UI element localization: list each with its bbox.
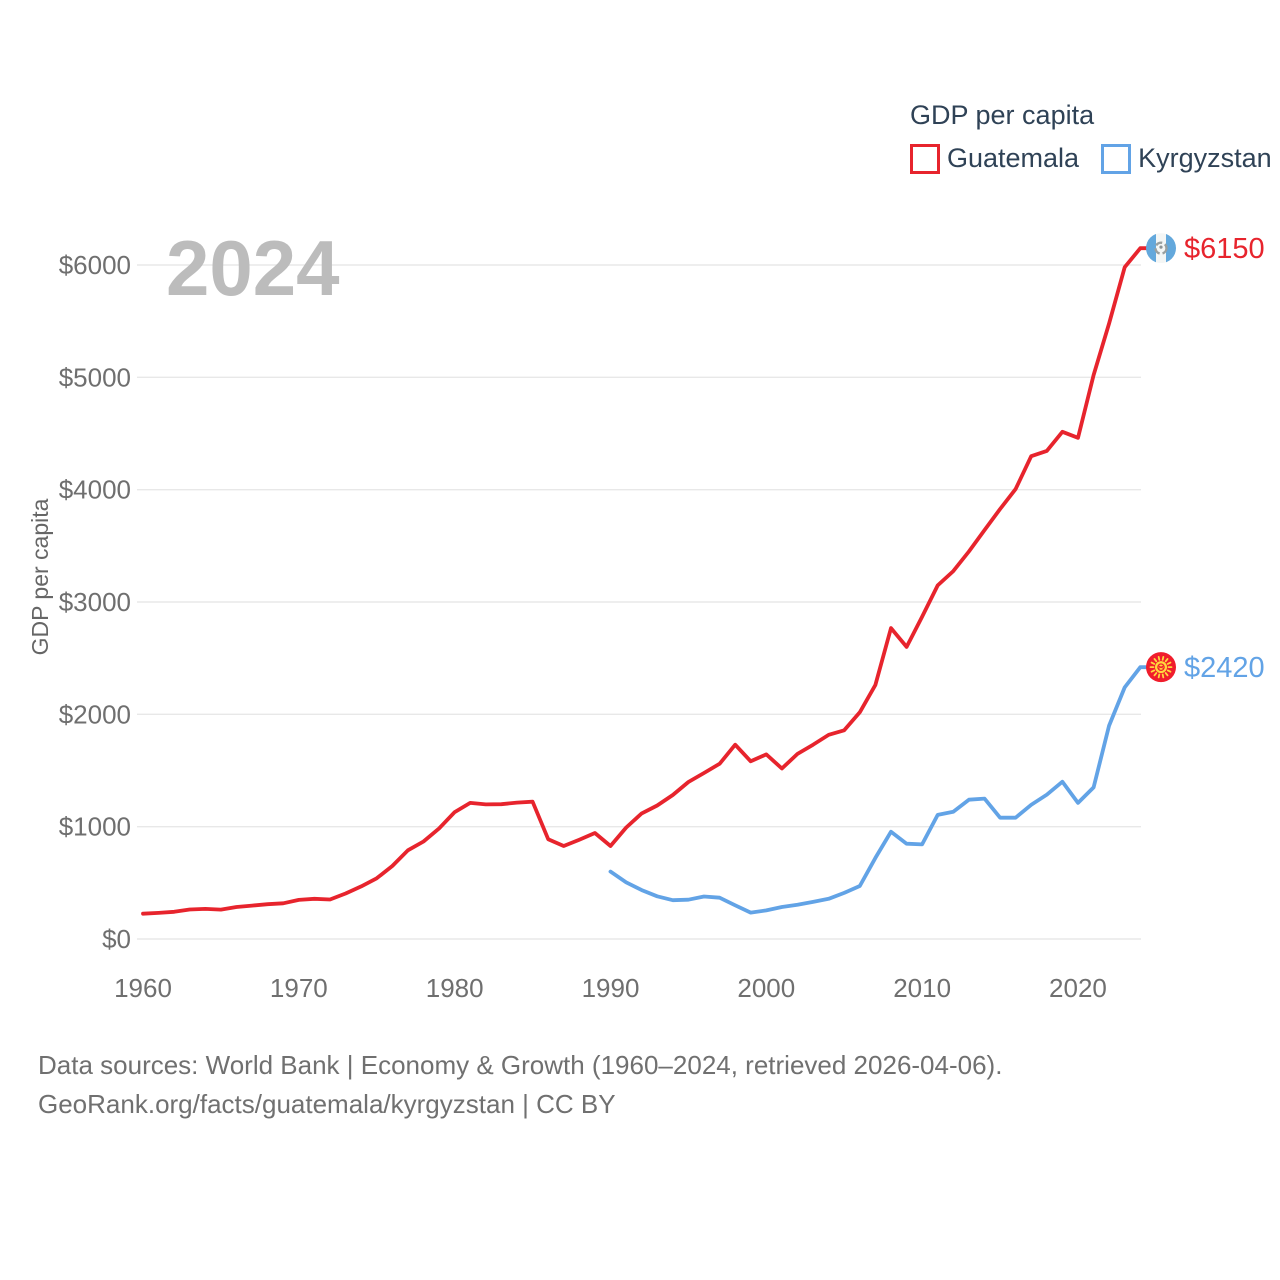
legend-label-kyrgyzstan: Kyrgyzstan [1138,143,1272,173]
x-tick-label: 2000 [737,973,795,1003]
guatemala-end-value-label: $6150 [1184,233,1265,265]
year-watermark: 2024 [166,224,340,312]
x-tick-label: 2020 [1049,973,1107,1003]
y-tick-label: $2000 [59,699,131,729]
x-tick-label: 2010 [893,973,951,1003]
footer-attribution-line: GeoRank.org/facts/guatemala/kyrgyzstan |… [38,1089,616,1119]
legend-item-kyrgyzstan[interactable]: Kyrgyzstan [1101,143,1272,174]
legend-item-guatemala[interactable]: Guatemala [910,143,1079,174]
kyrgyzstan-swatch-icon [1101,143,1132,174]
x-tick-label: 1960 [114,973,172,1003]
x-tick-label: 1980 [426,973,484,1003]
y-axis-label: GDP per capita [27,498,53,655]
legend-title: GDP per capita [910,100,1095,130]
y-tick-label: $6000 [59,250,131,280]
guatemala-swatch-icon [910,143,940,174]
y-tick-label: $4000 [59,475,131,505]
y-tick-label: $5000 [59,362,131,392]
kyrgyzstan-flag-icon [1146,652,1176,683]
kyrgyzstan-end-value-label: $2420 [1184,652,1265,684]
y-tick-label: $0 [102,924,131,954]
y-tick-label: $1000 [59,812,131,842]
footer: Data sources: World Bank | Economy & Gro… [38,1046,1002,1124]
x-tick-label: 1990 [582,973,640,1003]
legend-rows: Guatemala Kyrgyzstan [910,143,1272,174]
guatemala-line [141,246,1149,916]
y-tick-label: $3000 [59,587,131,617]
x-tick-label: 1970 [270,973,328,1003]
legend: GDP per capita Guatemala Kyrgyzstan [910,100,1272,174]
kyrgyzstan-line [608,665,1149,915]
legend-label-guatemala: Guatemala [947,143,1080,173]
footer-sources-line: Data sources: World Bank | Economy & Gro… [38,1050,1003,1080]
guatemala-flag-icon [1146,233,1176,264]
